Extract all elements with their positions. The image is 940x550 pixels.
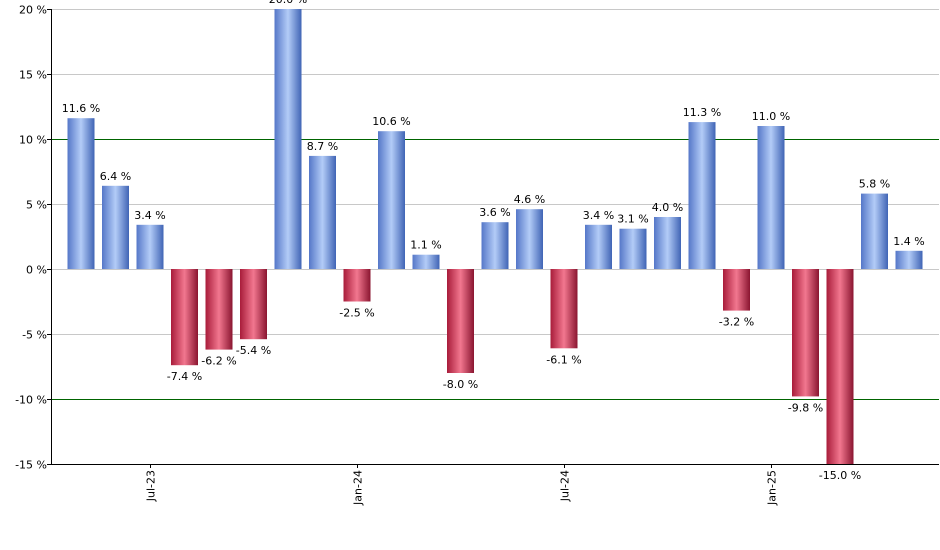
bar-negative — [723, 269, 750, 311]
bar-value-label: -2.5 % — [339, 307, 374, 320]
bar-value-label: -9.8 % — [788, 401, 823, 414]
bar-value-label: 4.6 % — [514, 193, 545, 206]
x-tick-label: Jul-23 — [145, 470, 158, 502]
bar-negative — [550, 269, 578, 349]
bar-negative — [171, 269, 198, 366]
y-tick-label: 10 % — [19, 134, 47, 147]
y-tick-label: 0 % — [26, 264, 47, 277]
bar-value-label: -5.4 % — [236, 344, 271, 357]
bar-positive — [516, 209, 543, 269]
bar-positive — [412, 254, 440, 269]
gridlines — [51, 9, 939, 465]
x-tick-label: Jan-25 — [766, 470, 779, 506]
bar-value-label: 6.4 % — [100, 170, 131, 183]
bar-value-label: 11.0 % — [752, 110, 790, 123]
axes: 20 % 15 % 10 % 5 % 0 % -5 % -10 % -15 % Jul-23 Ja… — [15, 4, 939, 506]
bar-positive — [309, 155, 336, 269]
bar-value-label: 1.1 % — [410, 239, 441, 252]
bar-positive — [895, 250, 923, 269]
bar-positive — [861, 193, 888, 269]
bar-positive — [274, 9, 302, 269]
bar-negative — [792, 269, 819, 397]
bar-positive — [757, 126, 785, 269]
bar-value-label: -6.2 % — [201, 355, 236, 368]
bar-value-label: 1.4 % — [893, 235, 924, 248]
bar-positive — [585, 224, 612, 269]
bar-value-label: 3.4 % — [134, 209, 165, 222]
bar-value-label: 5.8 % — [859, 178, 890, 191]
bar-positive — [654, 217, 681, 269]
bar-value-label: 11.6 % — [62, 102, 100, 115]
bar-positive — [619, 228, 647, 269]
bar-negative — [826, 269, 854, 464]
bar-positive — [481, 222, 509, 269]
y-tick-label: 15 % — [19, 69, 47, 82]
y-tick-label: -10 % — [15, 394, 47, 407]
bar-value-label: -8.0 % — [443, 378, 478, 391]
y-tick-label: 5 % — [26, 199, 47, 212]
bar-value-label: -6.1 % — [546, 353, 581, 366]
bar-negative — [205, 269, 233, 350]
bar-value-label: -7.4 % — [167, 370, 202, 383]
x-tick-label: Jul-24 — [559, 470, 572, 502]
y-tick-label: -15 % — [15, 459, 47, 472]
bar-value-label: 3.6 % — [479, 206, 510, 219]
bar-positive — [67, 118, 95, 269]
bar-positive — [102, 185, 129, 269]
bar-value-label: -3.2 % — [719, 316, 754, 329]
y-tick-label: -5 % — [22, 329, 47, 342]
bar-negative — [447, 269, 474, 373]
x-tick-label: Jan-24 — [352, 470, 365, 506]
bar-negative — [343, 269, 371, 302]
bar-value-label: 20.0 % — [269, 0, 307, 6]
bar-value-label: 8.7 % — [307, 140, 338, 153]
data-labels: 11.6 % 6.4 % 3.4 % -7.4 % -6.2 %-5.4 % 20.0 %… — [62, 0, 925, 482]
bar-value-label: -15.0 % — [819, 469, 861, 482]
bar-value-label: 10.6 % — [372, 115, 410, 128]
bar-value-label: 11.3 % — [683, 106, 721, 119]
bar-negative — [240, 269, 267, 340]
bar-value-label: 3.4 % — [583, 209, 614, 222]
bar-positive — [688, 122, 716, 269]
bar-value-label: 3.1 % — [617, 213, 648, 226]
y-tick-label: 20 % — [19, 4, 47, 17]
bar-positive — [136, 224, 164, 269]
bar-positive — [378, 131, 405, 269]
bars — [67, 9, 923, 464]
bar-value-label: 4.0 % — [652, 201, 683, 214]
